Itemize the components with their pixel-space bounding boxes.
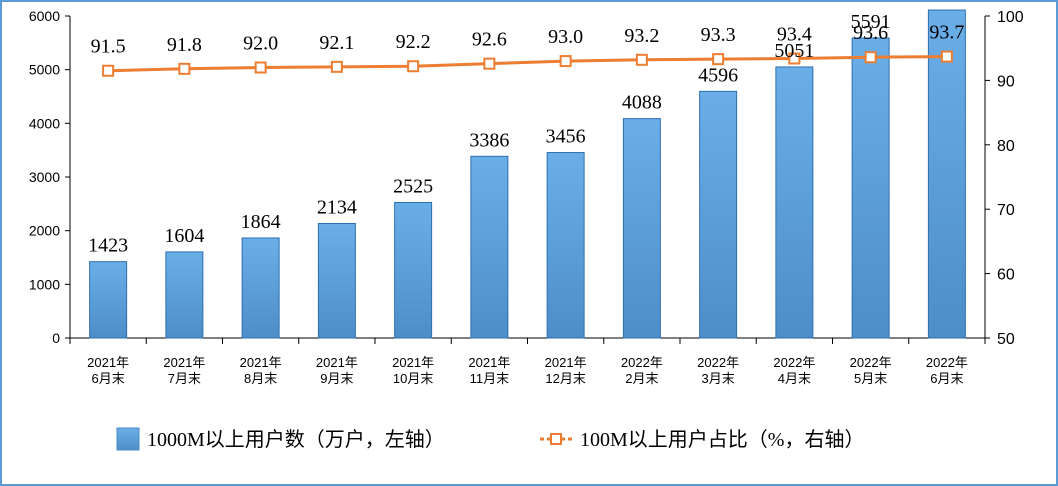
legend-line-marker [550,433,562,445]
x-axis-tick-label: 5月末 [854,371,887,386]
left-axis-tick-label: 1000 [29,276,60,292]
x-axis-tick-label: 12月末 [545,371,585,386]
bar-series [89,9,966,339]
x-axis-tick-label: 2022年 [926,355,968,370]
x-axis-tick-label: 6月末 [930,371,963,386]
x-axis-tick-label: 4月末 [778,371,811,386]
line-marker [330,60,343,73]
legend-line-label: 100M以上用户占比（%，右轴） [580,428,864,451]
x-axis-tick-label: 2021年 [163,355,205,370]
left-axis-tick-label: 4000 [29,115,60,131]
line-value-label: 92.2 [396,31,431,53]
line-value-label: 93.7 [929,22,964,44]
x-axis-tick-label: 2月末 [625,371,658,386]
bar [851,37,890,339]
x-axis-tick-label: 2021年 [545,355,587,370]
bar [622,118,661,339]
line-value-label: 92.6 [472,29,507,51]
bar-value-label: 2525 [393,175,433,197]
left-axis-tick-label: 2000 [29,223,60,239]
line-marker [483,57,496,70]
right-axis-tick-label: 80 [997,138,1015,155]
line-value-label: 92.1 [319,32,354,54]
line-value-label: 91.5 [91,36,126,58]
bar [89,261,128,339]
line-marker [788,52,801,65]
left-axis-tick-label: 0 [52,330,60,346]
x-axis-tick-label: 2021年 [392,355,434,370]
right-axis-tick-label: 90 [997,73,1015,90]
bar [775,66,814,339]
bar [927,9,966,339]
line-marker [407,60,420,73]
left-axis-tick-label: 3000 [29,169,60,185]
bar [546,152,585,339]
x-axis-tick-label: 2021年 [240,355,282,370]
legend-bar-swatch [116,427,140,451]
line-value-label: 93.4 [777,24,812,46]
x-axis-tick-label: 2022年 [850,355,892,370]
line-series [102,50,953,77]
axes: 0 1000 2000 3000 4000 5000 6000 50 60 70 80 90 100 20… [29,8,1024,386]
right-axis-tick-label: 70 [997,202,1015,219]
line-marker [254,61,267,74]
line-path [108,55,947,73]
right-axis-tick-label: 100 [997,9,1024,26]
line-marker [559,55,572,68]
x-axis-tick-label: 2022年 [773,355,815,370]
right-axis-tick-label: 60 [997,267,1015,284]
line-value-label: 93.0 [548,26,583,48]
x-axis-tick-label: 2021年 [87,355,129,370]
x-axis-tick-label: 9月末 [320,371,353,386]
bar [317,222,356,339]
line-value-label: 93.2 [624,25,659,47]
right-axis-tick-label: 50 [997,331,1015,348]
x-axis-tick-label: 6月末 [92,371,125,386]
bar [699,90,738,339]
bar-value-label: 2134 [317,196,357,218]
line-marker [178,62,191,75]
bar-value-label: 5591 [851,11,891,33]
x-axis-tick-label: 7月末 [168,371,201,386]
legend-bar-label: 1000M以上用户数（万户，左轴） [147,428,445,451]
x-axis-tick-label: 11月末 [470,371,510,386]
data-labels: 1423 1604 1864 2134 2525 3386 3456 4088 4596 5051… [88,2,966,257]
bar [165,251,204,339]
line-marker [712,53,725,66]
bar-value-label: 1864 [241,211,281,233]
x-axis-tick-label: 2021年 [468,355,510,370]
line-marker [940,50,953,63]
line-marker [102,64,115,77]
legend: 1000M以上用户数（万户，左轴） 100M以上用户占比（%，右轴） [116,427,864,451]
bar-value-label: 3456 [546,126,586,148]
bar-value-label: 4596 [698,64,738,86]
x-axis-tick-label: 2022年 [621,355,663,370]
x-axis-tick-label: 3月末 [702,371,735,386]
bar-value-label: 5051 [774,40,814,62]
bar [394,201,433,339]
bar-value-label: 1604 [164,225,204,247]
x-axis-tick-label: 2022年 [697,355,739,370]
line-value-label: 93.6 [853,22,888,44]
left-axis-tick-label: 5000 [29,62,60,78]
left-axis-tick-label: 6000 [29,8,60,24]
x-axis-tick-label: 10月末 [393,371,433,386]
line-marker [864,51,877,64]
x-axis-tick-label: 8月末 [244,371,277,386]
bar-value-label: 6111 [928,2,967,5]
bar [470,155,509,339]
x-axis-tick-label: 2021年 [316,355,358,370]
line-marker [635,53,648,66]
bar-value-label: 3386 [469,129,509,151]
bar-value-label: 1423 [88,235,128,257]
line-value-label: 92.0 [243,33,278,55]
bar-value-label: 4088 [622,92,662,114]
line-value-label: 93.3 [701,24,736,46]
line-value-label: 91.8 [167,34,202,56]
bar [241,237,280,339]
